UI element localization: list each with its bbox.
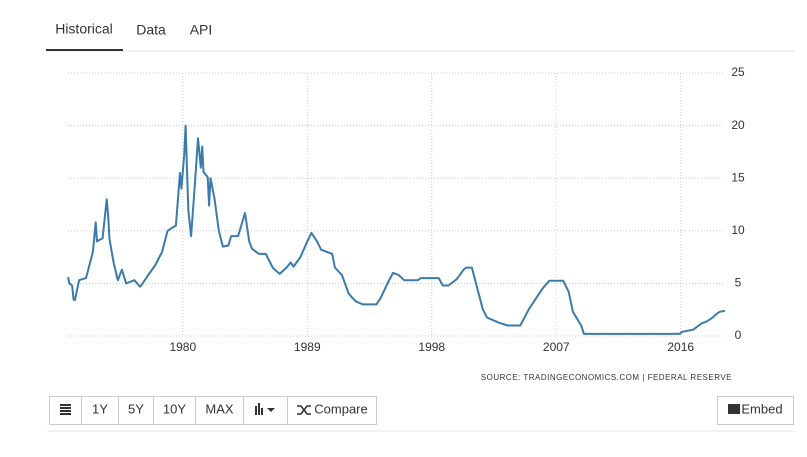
tab[interactable]: Data bbox=[136, 22, 166, 38]
y-tick-label: 10 bbox=[731, 223, 745, 237]
source: SOURCE: TRADINGECONOMICS.COM | FEDERAL R… bbox=[481, 373, 732, 382]
button-label: Compare bbox=[314, 401, 367, 416]
x-tick-label: 2007 bbox=[543, 340, 570, 354]
button-label: MAX bbox=[205, 401, 234, 416]
button[interactable] bbox=[118, 396, 154, 425]
plot: 0 5 10 15 20 25 1980 1989 1998 2007 2016 bbox=[67, 65, 745, 354]
tab[interactable]: Historical bbox=[55, 21, 113, 37]
compare-button[interactable] bbox=[287, 396, 377, 425]
tab[interactable]: API bbox=[190, 22, 213, 38]
toolbar: 1Y 5Y 10Y MAX Compare Embed bbox=[49, 396, 794, 425]
button-label: 10Y bbox=[163, 401, 186, 416]
button-label: Embed bbox=[741, 401, 782, 416]
shuffle-icon bbox=[297, 405, 311, 415]
button-label: 1Y bbox=[92, 401, 108, 416]
x-tick-label: 1998 bbox=[418, 340, 445, 354]
chart-type-icon bbox=[255, 403, 275, 415]
calendar-icon bbox=[60, 404, 71, 415]
x-tick-label: 1989 bbox=[294, 340, 321, 354]
y-tick-label: 0 bbox=[735, 328, 742, 342]
y-tick-label: 5 bbox=[735, 276, 742, 290]
y-tick-label: 20 bbox=[731, 118, 745, 132]
button[interactable] bbox=[195, 396, 244, 425]
button-label: 5Y bbox=[128, 401, 144, 416]
y-tick-label: 25 bbox=[731, 65, 745, 79]
image-icon bbox=[728, 404, 740, 414]
chart-type-button[interactable] bbox=[243, 396, 288, 425]
y-tick-label: 15 bbox=[731, 170, 745, 184]
x-tick-label: 1980 bbox=[169, 340, 196, 354]
data-line bbox=[67, 124, 726, 335]
x-tick-label: 2016 bbox=[667, 340, 694, 354]
